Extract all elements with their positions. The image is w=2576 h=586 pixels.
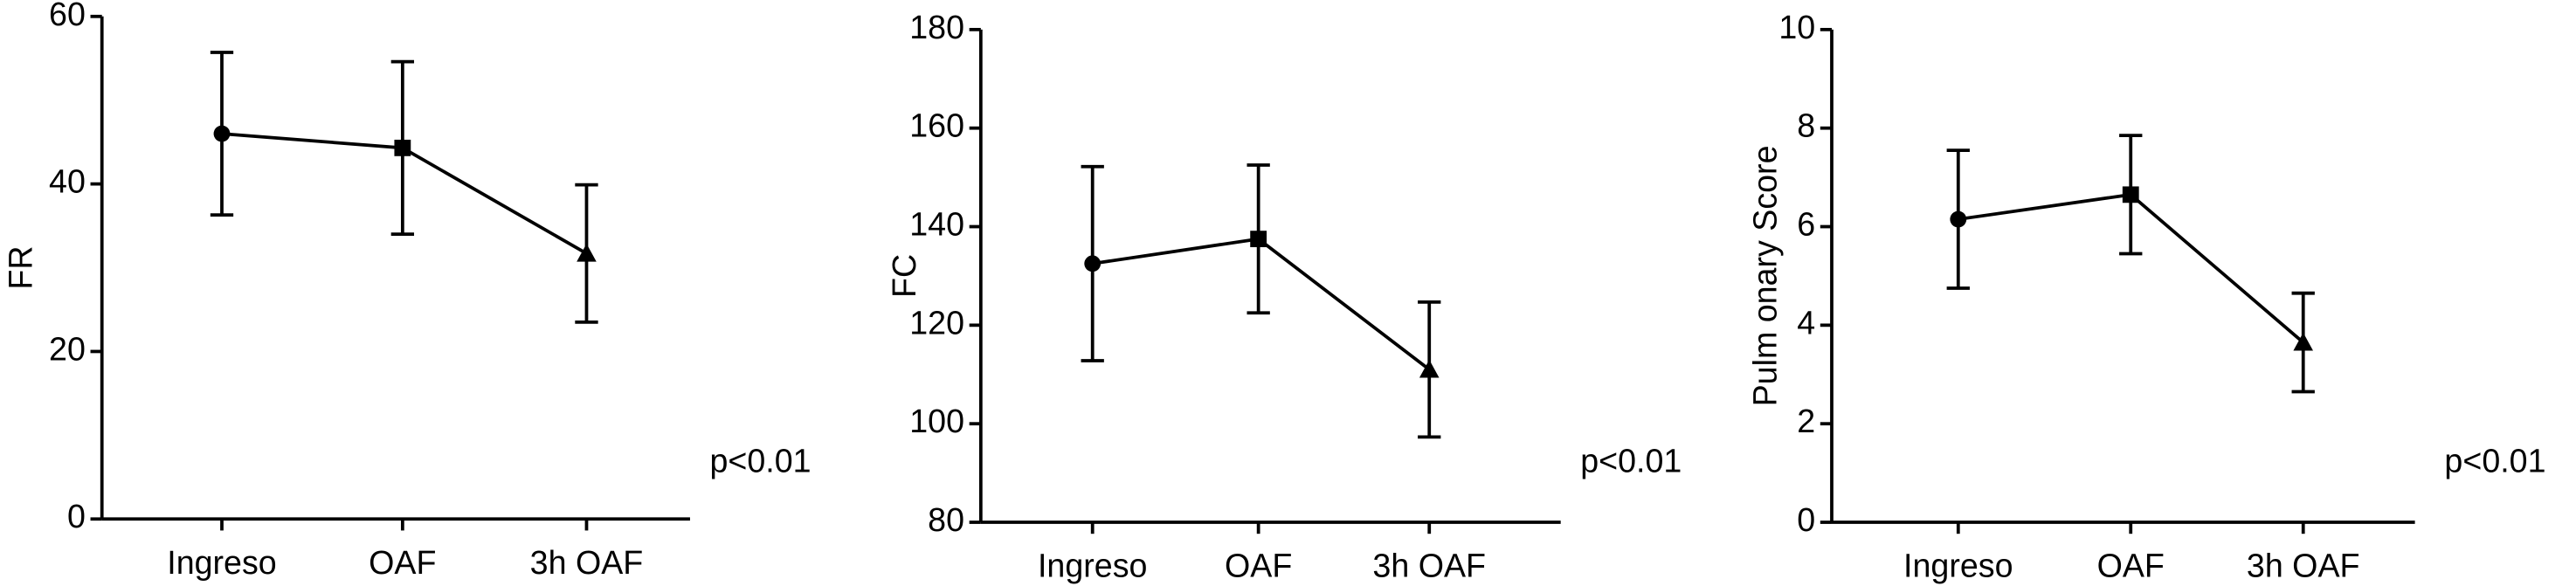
y-tick-label: 0 [67,498,86,534]
y-axis-label: Pulm onary Score [1747,145,1784,406]
x-tick-label: OAF [1225,548,1292,584]
x-tick-label: 3h OAF [530,544,644,581]
y-tick-label: 160 [909,107,964,144]
marker [394,139,411,156]
marker [2122,186,2139,203]
y-tick-label: 40 [49,163,86,200]
y-axis-label: FR [2,245,38,289]
marker [1950,210,1967,228]
y-tick-label: 180 [909,9,964,45]
y-tick-label: 10 [1778,9,1815,45]
y-tick-label: 140 [909,205,964,242]
y-tick-label: 120 [909,304,964,341]
marker [1084,255,1102,272]
y-tick-label: 60 [49,0,86,32]
x-tick-label: Ingreso [1903,548,2013,584]
y-tick-label: 100 [909,403,964,439]
marker [577,243,597,262]
x-tick-label: Ingreso [167,544,276,581]
x-tick-label: 3h OAF [1372,548,1486,584]
x-tick-label: OAF [2097,548,2165,584]
marker [213,125,231,142]
annotation: p<0.01 [710,442,811,479]
y-tick-label: 20 [49,330,86,367]
y-tick-label: 2 [1797,403,1815,439]
marker [1250,231,1267,248]
x-tick-label: Ingreso [1038,548,1147,584]
x-tick-label: OAF [369,544,436,581]
y-tick-label: 6 [1797,205,1815,242]
x-tick-label: 3h OAF [2247,548,2360,584]
y-tick-label: 8 [1797,107,1815,144]
annotation: p<0.01 [1580,442,1682,479]
y-tick-label: 0 [1797,501,1815,538]
y-axis-label: FC [886,254,922,298]
marker [1419,359,1440,378]
y-tick-label: 80 [928,501,964,538]
data-line [1092,237,1431,371]
annotation: p<0.01 [2444,442,2545,479]
y-tick-label: 4 [1797,304,1815,341]
marker [2293,332,2313,351]
